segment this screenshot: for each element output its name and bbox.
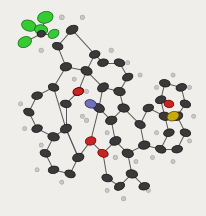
Ellipse shape <box>85 137 96 145</box>
Circle shape <box>39 48 43 52</box>
Ellipse shape <box>32 92 42 99</box>
Ellipse shape <box>65 170 75 178</box>
Circle shape <box>72 77 76 81</box>
Circle shape <box>146 188 150 192</box>
Ellipse shape <box>114 182 125 190</box>
Ellipse shape <box>156 145 166 153</box>
Ellipse shape <box>126 170 138 178</box>
Ellipse shape <box>73 153 84 162</box>
Ellipse shape <box>66 25 78 34</box>
Ellipse shape <box>81 67 92 75</box>
Ellipse shape <box>110 137 121 145</box>
Ellipse shape <box>61 100 71 108</box>
Circle shape <box>171 159 175 164</box>
Ellipse shape <box>37 30 45 37</box>
Circle shape <box>121 196 126 201</box>
Circle shape <box>113 155 118 160</box>
Ellipse shape <box>102 174 112 182</box>
Ellipse shape <box>89 51 100 58</box>
Ellipse shape <box>114 87 125 96</box>
Ellipse shape <box>73 87 83 95</box>
Ellipse shape <box>85 100 96 108</box>
Circle shape <box>109 48 114 52</box>
Circle shape <box>35 168 39 172</box>
Ellipse shape <box>52 42 63 50</box>
Ellipse shape <box>123 73 133 81</box>
Ellipse shape <box>105 116 117 125</box>
Ellipse shape <box>156 96 166 104</box>
Ellipse shape <box>172 145 183 153</box>
Ellipse shape <box>60 124 71 133</box>
Ellipse shape <box>159 79 170 87</box>
Ellipse shape <box>48 133 59 141</box>
Circle shape <box>150 155 154 159</box>
Circle shape <box>105 188 109 192</box>
Circle shape <box>171 73 175 77</box>
Ellipse shape <box>122 149 133 157</box>
Ellipse shape <box>164 100 174 108</box>
Ellipse shape <box>98 83 108 92</box>
Ellipse shape <box>164 129 174 137</box>
Ellipse shape <box>38 11 53 23</box>
Ellipse shape <box>114 59 125 67</box>
Ellipse shape <box>35 25 48 35</box>
Ellipse shape <box>60 63 72 71</box>
Circle shape <box>187 139 192 143</box>
Circle shape <box>187 85 192 89</box>
Circle shape <box>23 127 27 131</box>
Ellipse shape <box>48 84 59 91</box>
Ellipse shape <box>98 149 108 157</box>
Circle shape <box>126 61 130 65</box>
Ellipse shape <box>24 108 34 116</box>
Ellipse shape <box>18 37 32 48</box>
Circle shape <box>84 118 89 123</box>
Ellipse shape <box>93 103 104 113</box>
Ellipse shape <box>167 111 179 121</box>
Circle shape <box>154 131 159 135</box>
Ellipse shape <box>159 112 171 120</box>
Circle shape <box>134 159 138 164</box>
Ellipse shape <box>48 29 59 38</box>
Ellipse shape <box>138 141 150 149</box>
Ellipse shape <box>32 125 42 132</box>
Ellipse shape <box>172 112 183 121</box>
Ellipse shape <box>118 104 129 112</box>
Circle shape <box>154 85 159 89</box>
Circle shape <box>80 114 84 118</box>
Ellipse shape <box>143 104 154 112</box>
Ellipse shape <box>73 88 84 95</box>
Ellipse shape <box>176 84 187 91</box>
Circle shape <box>39 143 43 147</box>
Circle shape <box>59 15 64 20</box>
Circle shape <box>138 73 142 77</box>
Ellipse shape <box>40 149 51 157</box>
Ellipse shape <box>22 20 36 31</box>
Circle shape <box>60 180 64 184</box>
Ellipse shape <box>135 121 145 129</box>
Ellipse shape <box>180 100 191 108</box>
Ellipse shape <box>98 59 108 67</box>
Circle shape <box>84 89 89 94</box>
Circle shape <box>19 102 23 106</box>
Circle shape <box>60 102 64 106</box>
Ellipse shape <box>139 183 150 190</box>
Circle shape <box>105 131 109 135</box>
Circle shape <box>80 15 85 20</box>
Ellipse shape <box>180 129 191 137</box>
Ellipse shape <box>48 166 59 174</box>
Circle shape <box>192 114 196 118</box>
